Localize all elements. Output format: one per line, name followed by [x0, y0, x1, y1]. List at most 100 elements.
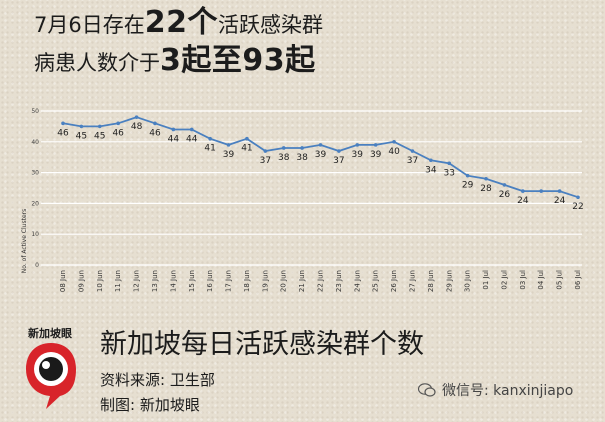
- data-point: [208, 136, 212, 141]
- data-label: 33: [444, 168, 455, 178]
- data-label: 39: [315, 150, 327, 160]
- data-label: 46: [57, 128, 69, 138]
- data-point: [171, 127, 176, 132]
- data-label: 45: [94, 131, 105, 141]
- chart-author: 制图: 新加坡眼: [100, 396, 200, 414]
- data-point: [502, 183, 507, 187]
- data-labels: 46 45 45 46 48 46 44 44 41 39 41 37 38 38 39 37 39 39 40 37…: [57, 122, 583, 212]
- y-tick-label: 20: [31, 200, 39, 207]
- data-label: 29: [462, 181, 474, 191]
- data-label: 22: [572, 202, 583, 212]
- x-tick-label: 26 Jun: [390, 270, 398, 292]
- x-tick-label: 09 Jun: [77, 270, 85, 292]
- data-point: [355, 143, 360, 147]
- x-tick-label: 23 Jun: [335, 270, 343, 292]
- data-label: 39: [370, 150, 382, 160]
- data-point: [447, 161, 452, 166]
- data-label: 38: [278, 153, 290, 163]
- data-point: [281, 146, 286, 150]
- brand-logo: 新加坡眼: [22, 325, 80, 413]
- data-label: 37: [333, 156, 344, 166]
- data-label: 44: [168, 134, 180, 144]
- data-label: 46: [149, 128, 161, 138]
- data-point: [134, 115, 139, 119]
- data-label: 46: [112, 128, 124, 138]
- data-label: 24: [517, 196, 529, 206]
- data-point: [521, 189, 525, 193]
- data-label: 39: [352, 150, 364, 160]
- data-point: [539, 189, 544, 193]
- x-tick-label: 08 Jun: [59, 270, 67, 292]
- data-label: 28: [480, 184, 492, 194]
- data-label: 41: [204, 144, 215, 154]
- data-label: 34: [425, 165, 437, 175]
- y-tick-label: 30: [31, 170, 39, 177]
- data-point: [245, 136, 249, 141]
- x-tick-label: 27 Jun: [408, 270, 416, 292]
- data-label: 37: [260, 156, 271, 166]
- headline-line-1: 7月6日存在22个活跃感染群: [34, 8, 323, 38]
- x-axis: 08 Jun 09 Jun 10 Jun 11 Jun 12 Jun 13 Jun 14 J…: [59, 270, 582, 292]
- headline-range-text: 病患人数介于: [34, 51, 160, 75]
- x-tick-label: 25 Jun: [372, 270, 380, 292]
- x-tick-label: 01 Jul: [482, 270, 490, 290]
- data-point: [61, 121, 65, 126]
- data-label: 37: [407, 156, 418, 166]
- data-label: 48: [131, 122, 143, 132]
- data-point: [465, 173, 470, 178]
- data-point: [484, 176, 488, 181]
- data-point: [97, 124, 102, 129]
- data-source: 资料来源: 卫生部: [100, 371, 215, 389]
- data-label: 24: [554, 196, 566, 206]
- data-point: [318, 143, 323, 147]
- data-point: [189, 127, 194, 132]
- headline-cluster-text: 活跃感染群: [217, 13, 323, 37]
- x-tick-label: 15 Jun: [188, 270, 196, 292]
- x-tick-label: 19 Jun: [261, 270, 269, 292]
- x-tick-label: 10 Jun: [96, 270, 104, 292]
- headline-range-max: 93起: [242, 43, 316, 78]
- data-label: 26: [499, 190, 511, 200]
- wechat-icon: [418, 382, 436, 397]
- data-point: [557, 189, 562, 193]
- logo-text: 新加坡眼: [28, 327, 72, 340]
- data-point: [373, 143, 378, 147]
- x-tick-label: 17 Jun: [225, 270, 233, 292]
- x-tick-label: 16 Jun: [206, 270, 214, 292]
- x-tick-label: 30 Jun: [464, 270, 472, 292]
- x-tick-label: 02 Jul: [500, 270, 508, 290]
- data-label: 41: [241, 144, 252, 154]
- wechat-id-text: 微信号: kanxinjiapo: [442, 383, 574, 399]
- data-label: 40: [388, 147, 400, 157]
- y-tick-label: 10: [31, 231, 39, 238]
- data-point: [116, 121, 120, 126]
- x-tick-label: 11 Jun: [114, 270, 122, 292]
- x-tick-label: 20 Jun: [280, 270, 288, 292]
- y-tick-label: 50: [31, 108, 39, 115]
- x-tick-label: 18 Jun: [243, 270, 251, 292]
- data-label: 44: [186, 134, 198, 144]
- footer-title: 新加坡每日活跃感染群个数: [100, 329, 424, 360]
- x-tick-label: 24 Jun: [353, 270, 361, 292]
- x-tick-label: 13 Jun: [151, 270, 159, 292]
- data-point: [226, 143, 231, 147]
- headline-date-text: 7月6日存在: [34, 13, 145, 37]
- y-tick-label: 40: [31, 139, 39, 146]
- eye-logo-icon: [26, 343, 76, 409]
- x-tick-label: 12 Jun: [133, 270, 141, 292]
- x-tick-label: 21 Jun: [298, 270, 306, 292]
- y-axis: 0 10 20 30 40 50: [31, 108, 39, 269]
- x-tick-label: 05 Jul: [556, 270, 564, 290]
- data-point: [153, 121, 157, 126]
- headline-range-to: 至: [211, 43, 243, 78]
- active-clusters-chart: 0 10 20 30 40 50 No. of Active Clusters 08 Ju…: [21, 108, 584, 292]
- data-point: [79, 124, 84, 129]
- y-axis-label: No. of Active Clusters: [21, 209, 28, 273]
- data-point: [410, 149, 415, 153]
- data-point: [576, 195, 580, 200]
- x-tick-label: 29 Jun: [445, 270, 453, 292]
- wechat-id: 微信号: kanxinjiapo: [418, 380, 573, 400]
- x-tick-label: 06 Jul: [574, 270, 582, 290]
- headline-line-2: 病患人数介于3起至93起: [34, 46, 316, 76]
- data-label: 45: [76, 131, 87, 141]
